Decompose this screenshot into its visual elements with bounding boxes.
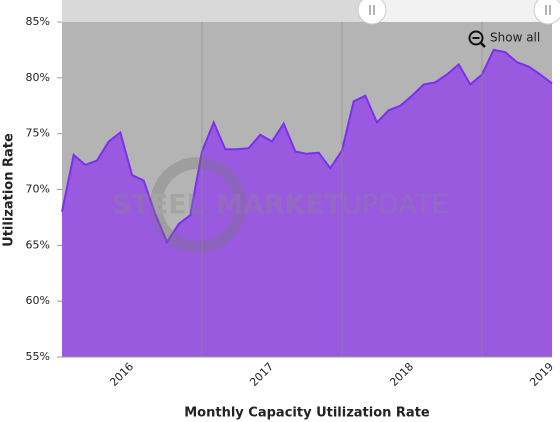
line [61, 48, 553, 245]
y-tick-label: 60% [26, 294, 50, 307]
y-tick-label: 85% [26, 15, 50, 28]
y-tick-label: 80% [26, 71, 50, 84]
y-tick-label: 75% [26, 127, 50, 140]
watermark-text: MARKET [216, 190, 343, 221]
navigator-mask [62, 0, 372, 22]
y-tick-label: 65% [26, 238, 50, 251]
zoom-icon [480, 42, 486, 48]
show-all-button[interactable]: Show all [468, 30, 541, 48]
x-tick-label: 2018 [387, 360, 416, 389]
y-axis-title: Utilization Rate [2, 133, 17, 247]
watermark-text: STEEL [112, 190, 204, 221]
watermark: STEEL MARKET UPDATE [112, 157, 448, 253]
watermark-logo [150, 157, 246, 253]
zoom-icon [468, 30, 484, 46]
y-tick-label: 55% [26, 350, 50, 363]
navigator-handle[interactable] [357, 0, 560, 25]
watermark-text: UPDATE [342, 190, 448, 221]
handle[interactable] [533, 0, 560, 25]
area [62, 49, 552, 358]
y-tick-label: 70% [26, 183, 50, 196]
x-tick-label: 2016 [107, 360, 136, 389]
button-label[interactable]: Show all [490, 31, 540, 45]
handle[interactable] [357, 0, 387, 25]
x-axis-title: Monthly Capacity Utilization Rate [184, 406, 430, 421]
navigator-window[interactable] [372, 0, 552, 22]
x-tick-label: 2017 [247, 360, 276, 389]
x-tick-label: 2019 [527, 360, 556, 389]
